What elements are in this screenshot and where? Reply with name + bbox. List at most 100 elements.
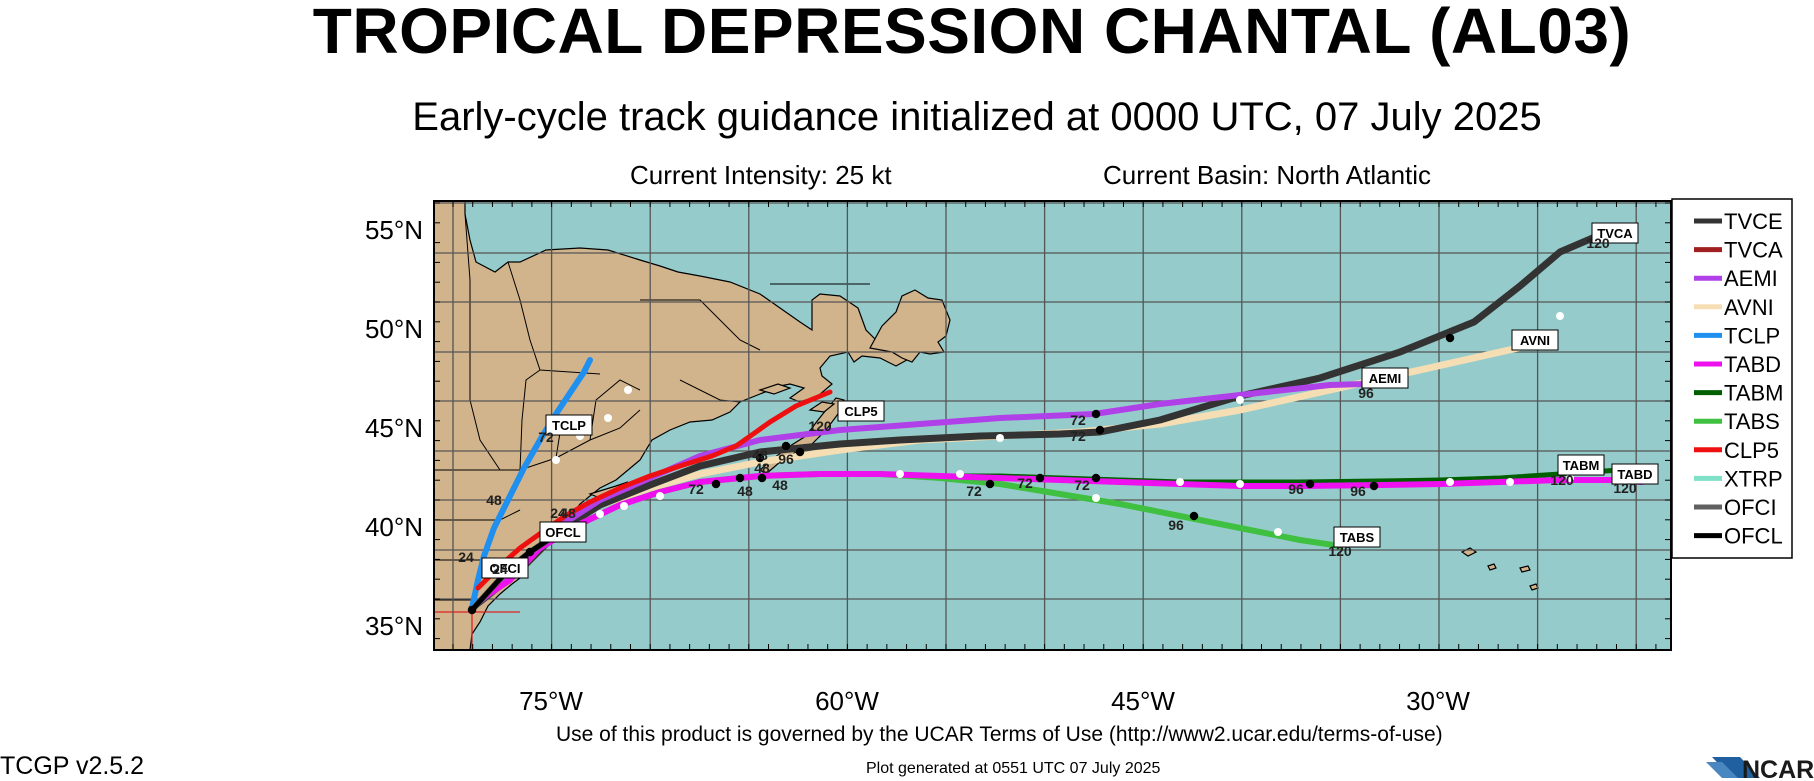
hour-label: 120 (1328, 543, 1352, 559)
legend-label: TCLP (1724, 323, 1780, 348)
lat-axis-labels: 55°N 50°N 45°N 40°N 35°N (365, 215, 423, 641)
legend-box (1671, 198, 1793, 559)
legend-item-aemi: AEMI (1694, 266, 1778, 291)
legend-item-tvce: TVCE (1694, 209, 1783, 234)
track-point (1274, 528, 1282, 536)
track-label-text: TABD (1617, 467, 1652, 482)
legend: TVCE TVCA AEMI AVNI TCLP TABD TABM TABS CLP5 XTRP… (1694, 209, 1783, 549)
hour-label: 72 (1074, 477, 1090, 493)
track-point (1189, 511, 1199, 521)
track-point (1092, 494, 1100, 502)
hour-label: 96 (1350, 483, 1366, 499)
track-point (1095, 425, 1105, 435)
track-label-text: OFCL (545, 525, 580, 540)
track-label-text: AVNI (1520, 333, 1550, 348)
hour-label: 96 (1358, 385, 1374, 401)
hour-label: 96 (1288, 481, 1304, 497)
track-point (1035, 473, 1045, 483)
legend-item-ofcl: OFCL (1694, 524, 1783, 549)
hour-label: 24 (550, 505, 566, 521)
track-tabd (483, 471, 1645, 599)
legend-item-ofci: OFCI (1694, 495, 1777, 520)
track-point (1236, 480, 1244, 488)
track-point (996, 434, 1004, 442)
track-point (525, 547, 535, 557)
hour-label: 72 (688, 481, 704, 497)
hour-label: 72 (1070, 428, 1086, 444)
legend-label: TVCA (1724, 238, 1783, 263)
track-point (711, 479, 721, 489)
track-label-text: TABM (1563, 458, 1600, 473)
lon-label: 45°W (1111, 686, 1175, 716)
legend-item-xtrp: XTRP (1694, 466, 1783, 491)
lat-label: 50°N (365, 314, 423, 344)
legend-label: AVNI (1724, 295, 1774, 320)
legend-label: TVCE (1724, 209, 1783, 234)
track-point (1369, 481, 1379, 491)
track-label-text: TCLP (552, 418, 586, 433)
lat-label: 45°N (365, 413, 423, 443)
track-point (1506, 478, 1514, 486)
track-label-clp5: CLP5 (837, 400, 885, 422)
axis-ticks (434, 201, 1671, 650)
ncar-logo-mark (1712, 757, 1760, 778)
track-label-tvca: TVCA (1591, 222, 1639, 244)
track-aemi (469, 380, 1403, 611)
track-point (1236, 396, 1244, 404)
track-label-tabm: TABM (1557, 454, 1605, 476)
hour-label: 24 (458, 549, 474, 565)
track-label-text: AEMI (1369, 371, 1402, 386)
track-label-box (1511, 329, 1559, 351)
hour-label: 120 (1613, 480, 1637, 496)
ncar-logo-mark (1706, 762, 1738, 778)
track-label-box (1333, 526, 1381, 548)
track-label-box (1611, 463, 1659, 485)
legend-label: TABS (1724, 409, 1780, 434)
track-point (795, 447, 805, 457)
track-label-box (539, 521, 587, 543)
hour-label: 48 (486, 492, 502, 508)
track-point (1091, 473, 1101, 483)
legend-item-clp5: CLP5 (1694, 438, 1779, 463)
track-point (735, 473, 745, 483)
hour-label: 72 (538, 429, 554, 445)
legend-label: AEMI (1724, 266, 1778, 291)
hour-label: 48 (737, 483, 753, 499)
version: TCGP v2.5.2 (0, 752, 145, 780)
hour-label: 96 (778, 451, 794, 467)
hour-label: 72 (1017, 475, 1033, 491)
hour-label: 72 (966, 483, 982, 499)
track-label-tabs: TABS (1333, 526, 1381, 548)
track-label-ofcl: OFCL (539, 521, 587, 543)
track-label-aemi: AEMI (1361, 367, 1409, 389)
track-label-box (837, 400, 885, 422)
page-subtitle: Early-cycle track guidance initialized a… (412, 95, 1542, 139)
track-point (656, 492, 664, 500)
ncar-logo-text: NCAR (1742, 756, 1814, 780)
legend-label: TABM (1724, 381, 1783, 406)
track-point (1446, 478, 1454, 486)
track-tvce (468, 230, 1606, 612)
track-point (1305, 479, 1315, 489)
hour-label: 96 (1168, 517, 1184, 533)
track-label-text: TVCA (1597, 226, 1633, 241)
track-point (896, 470, 904, 478)
track-point (755, 453, 765, 463)
lat-label: 55°N (365, 215, 423, 245)
track-point (781, 441, 791, 451)
lon-label: 75°W (519, 686, 583, 716)
ncar-logo: NCAR (1706, 756, 1814, 780)
legend-label: CLP5 (1724, 438, 1779, 463)
track-label-box (1361, 367, 1409, 389)
lat-lon-grid (434, 201, 1671, 650)
legend-item-tclp: TCLP (1694, 323, 1780, 348)
us-boundary-red (434, 611, 520, 650)
hour-label: 120 (808, 418, 832, 434)
hour-label: 48 (560, 505, 576, 521)
track-labels: TVCA AVNI AEMI TCLP CLP5 OFCL OFCI TABM TABD TABS… (458, 222, 1659, 579)
track-point (624, 386, 632, 394)
track-point (596, 510, 604, 518)
track-point (1091, 409, 1101, 419)
lon-label: 30°W (1406, 686, 1470, 716)
